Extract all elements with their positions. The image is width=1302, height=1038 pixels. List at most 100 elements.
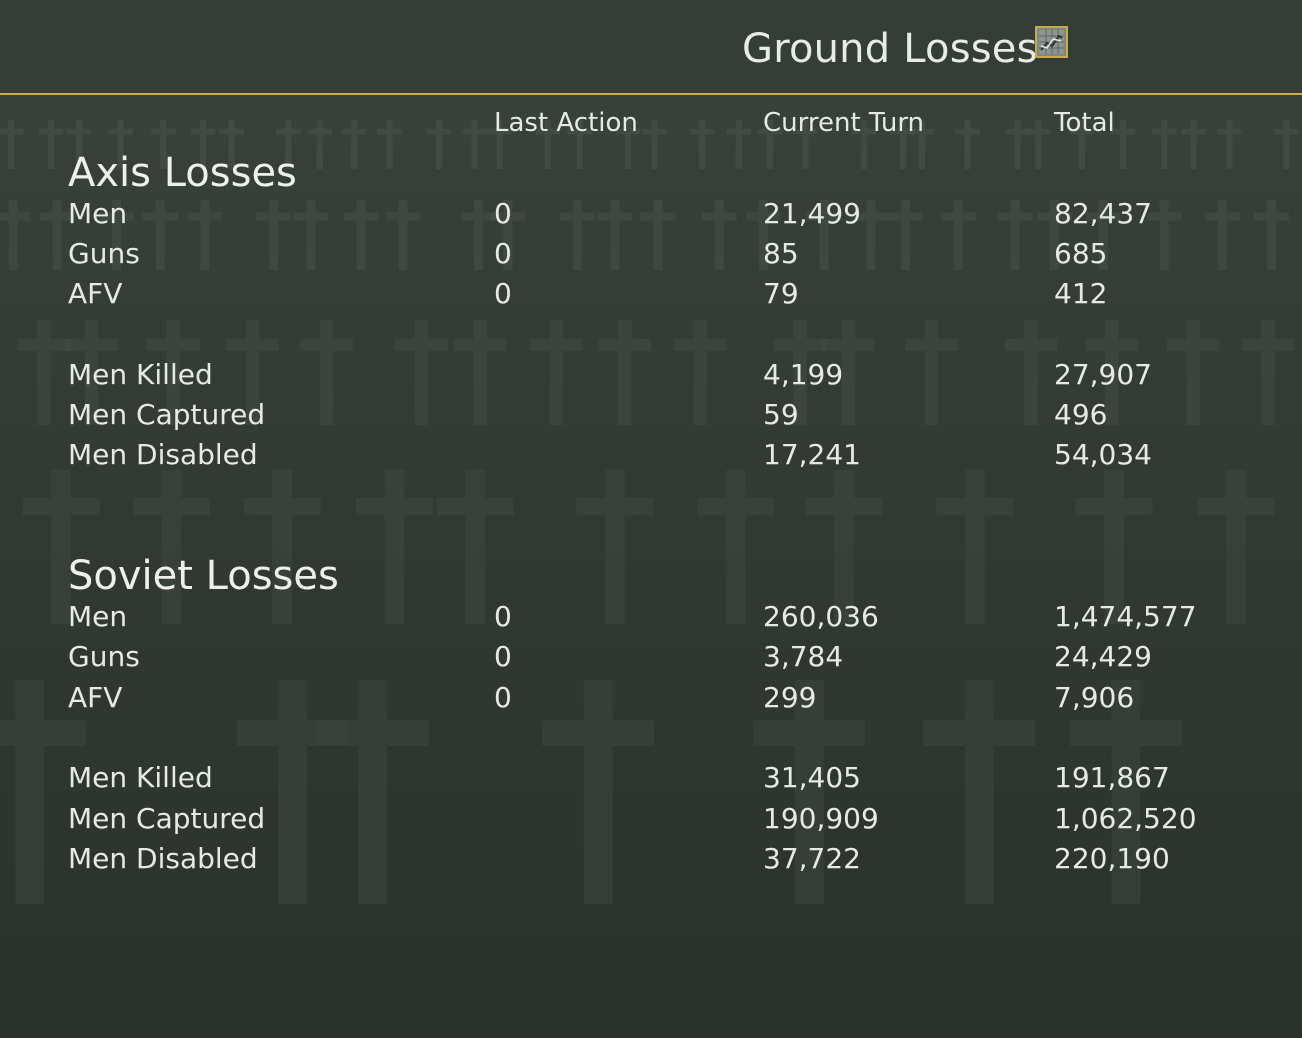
soviet-row-total: 220,190 [1054, 842, 1170, 875]
soviet-row-total: 1,062,520 [1054, 802, 1197, 835]
grave-cross [1167, 320, 1220, 425]
column-header-last-action: Last Action [494, 108, 638, 138]
grave-cross [187, 200, 223, 270]
grave-cross [426, 120, 452, 169]
grave-cross [909, 120, 935, 169]
grave-cross [276, 120, 301, 169]
soviet-row-current-turn: 37,722 [763, 842, 861, 875]
grave-cross [453, 320, 507, 425]
axis-row-current-turn: 59 [763, 398, 799, 431]
grave-cross [673, 320, 727, 425]
soviet-row-total: 24,429 [1054, 640, 1152, 673]
grave-cross [1253, 200, 1289, 270]
graph-icon [1039, 30, 1064, 54]
grave-cross [1036, 200, 1072, 270]
axis-losses-heading: Axis Losses [68, 150, 297, 196]
grave-cross [39, 200, 75, 270]
grave-cross [1085, 320, 1138, 425]
grave-cross [1069, 120, 1095, 169]
axis-row-current-turn: 21,499 [763, 197, 861, 230]
grave-cross [341, 120, 367, 169]
grave-cross [726, 120, 752, 169]
graph-button[interactable] [1035, 26, 1068, 58]
grave-cross [753, 680, 866, 904]
grave-cross [243, 470, 321, 624]
grave-cross [65, 320, 118, 425]
grave-cross [316, 680, 429, 904]
grave-cross [226, 320, 279, 425]
grave-cross [1085, 200, 1121, 270]
grave-cross [142, 200, 178, 270]
axis-row-total: 27,907 [1054, 358, 1152, 391]
axis-row-last-action: 0 [494, 277, 512, 310]
grave-cross [355, 470, 433, 624]
soviet-losses-heading: Soviet Losses [68, 553, 339, 599]
soviet-row-label: AFV [68, 681, 123, 714]
axis-row-total: 54,034 [1054, 438, 1152, 471]
grave-cross [1152, 120, 1177, 169]
grave-cross [0, 120, 24, 169]
axis-row-current-turn: 17,241 [763, 438, 861, 471]
grave-cross [151, 120, 176, 169]
grave-cross [1217, 120, 1242, 169]
grave-cross [853, 200, 889, 270]
grave-cross [307, 120, 333, 169]
axis-row-label: Guns [68, 237, 140, 270]
grave-cross [22, 470, 100, 624]
grave-cross [377, 120, 402, 169]
soviet-row-total: 191,867 [1054, 761, 1170, 794]
grave-cross [0, 200, 31, 270]
soviet-row-label: Men Captured [68, 802, 266, 835]
grave-cross [38, 120, 64, 169]
soviet-row-current-turn: 3,784 [763, 640, 844, 673]
soviet-row-total: 1,474,577 [1054, 600, 1197, 633]
axis-row-current-turn: 4,199 [763, 358, 844, 391]
grave-cross [300, 320, 353, 425]
grave-cross [1274, 120, 1299, 169]
soviet-row-last-action: 0 [494, 681, 512, 714]
soviet-row-label: Men Disabled [68, 842, 258, 875]
axis-row-last-action: 0 [494, 237, 512, 270]
grave-cross [559, 200, 595, 270]
grave-cross [487, 120, 512, 169]
grave-cross [1005, 120, 1030, 169]
grave-cross [190, 120, 216, 169]
axis-row-current-turn: 85 [763, 237, 799, 270]
grave-cross [598, 320, 652, 425]
axis-row-total: 496 [1054, 398, 1108, 431]
soviet-row-label: Men Killed [68, 761, 213, 794]
axis-row-label: AFV [68, 277, 123, 310]
grave-cross [822, 320, 875, 425]
grave-cross [1004, 320, 1058, 425]
grave-cross [132, 470, 210, 624]
grave-cross [1110, 120, 1136, 169]
grave-cross [461, 200, 497, 270]
grave-cross [806, 200, 842, 270]
grave-cross [936, 470, 1014, 624]
page-title: Ground Losses [742, 26, 1038, 72]
grave-cross [436, 470, 514, 624]
soviet-row-label: Men [68, 600, 128, 633]
soviet-row-current-turn: 299 [763, 681, 817, 714]
grave-cross [530, 320, 583, 425]
grave-cross [701, 200, 737, 270]
grave-cross [0, 680, 86, 904]
grave-cross [890, 120, 916, 169]
soviet-row-last-action: 0 [494, 640, 512, 673]
grave-cross [851, 120, 877, 169]
column-header-total: Total [1054, 108, 1115, 138]
grave-cross [99, 200, 135, 270]
grave-cross [1241, 320, 1295, 425]
soviet-row-label: Guns [68, 640, 140, 673]
grave-cross [1197, 470, 1275, 624]
grave-cross [1026, 120, 1051, 169]
grave-cross [108, 120, 133, 169]
grave-cross [256, 200, 292, 270]
grave-cross [490, 200, 526, 270]
grave-cross [567, 120, 593, 169]
soviet-row-current-turn: 190,909 [763, 802, 879, 835]
grave-cross [773, 320, 827, 425]
soviet-row-total: 7,906 [1054, 681, 1135, 714]
